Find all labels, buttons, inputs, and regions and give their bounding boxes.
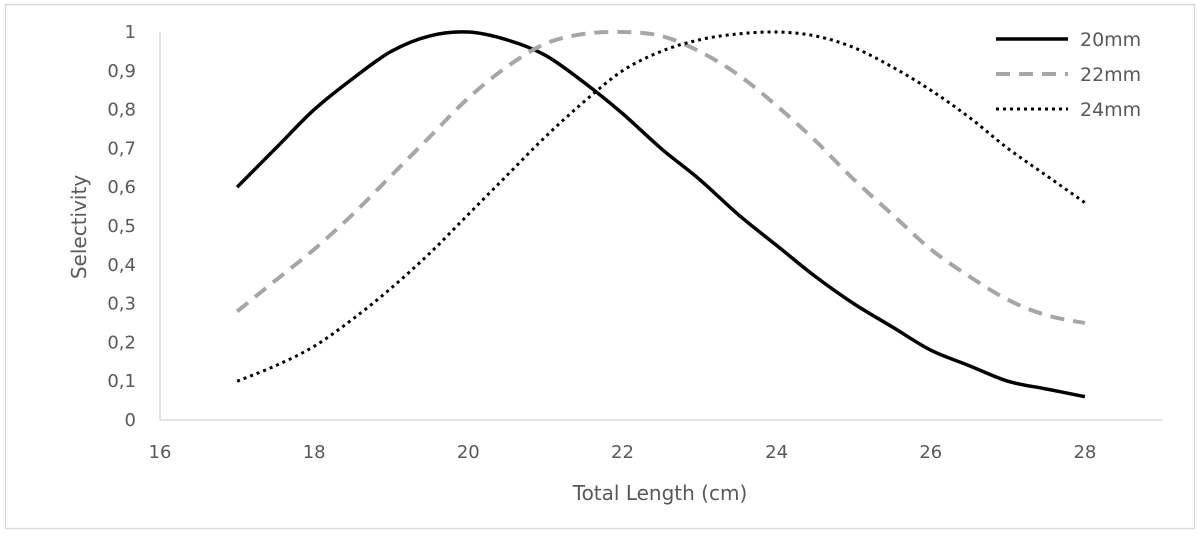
legend-label-22mm: 22mm (1080, 64, 1141, 86)
y-tick-label: 0,9 (107, 61, 136, 82)
series-line-24mm (236, 30, 1086, 383)
x-tick-label: 18 (303, 442, 326, 463)
series-line-20mm (235, 30, 1086, 399)
plot-area (235, 29, 1086, 399)
x-tick-label: 24 (765, 442, 788, 463)
x-axis-title: Total Length (cm) (572, 481, 748, 505)
series-line-22mm (235, 29, 1086, 325)
x-tick-label: 22 (611, 442, 634, 463)
y-tick-label: 0,8 (107, 100, 136, 121)
y-tick-label: 0,5 (107, 216, 136, 237)
x-tick-label: 20 (457, 442, 480, 463)
x-tick-label: 28 (1073, 442, 1096, 463)
y-tick-label: 0,4 (107, 255, 136, 276)
chart-border (4, 3, 1196, 530)
legend: 20mm 22mm 24mm (996, 29, 1141, 121)
y-tick-label: 0,7 (107, 138, 136, 159)
x-tick-label: 16 (149, 442, 172, 463)
x-tick-label: 26 (919, 442, 942, 463)
y-tick-label: 0,2 (107, 332, 136, 353)
y-tick-label: 0,3 (107, 294, 136, 315)
axes: 0 0,1 0,2 0,3 0,4 0,5 0,6 0,7 0,8 0,9 1 16 18 20 22 24 2… (107, 22, 1162, 463)
y-tick-label: 1 (125, 22, 136, 43)
y-tick-label: 0,1 (107, 371, 136, 392)
legend-label-20mm: 20mm (1080, 29, 1141, 51)
legend-label-24mm: 24mm (1080, 99, 1141, 121)
y-tick-label: 0 (125, 410, 136, 431)
y-axis-title: Selectivity (67, 175, 91, 279)
y-tick-label: 0,6 (107, 177, 136, 198)
